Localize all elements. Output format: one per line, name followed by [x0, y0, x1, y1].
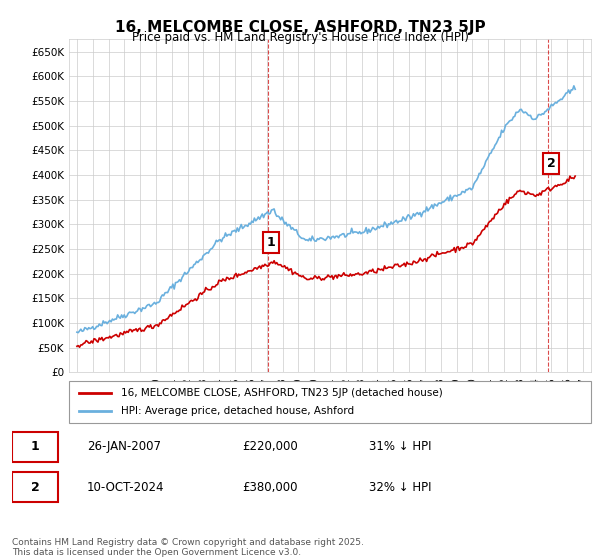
Text: 31% ↓ HPI: 31% ↓ HPI	[369, 440, 431, 453]
Text: HPI: Average price, detached house, Ashford: HPI: Average price, detached house, Ashf…	[121, 406, 355, 416]
Text: Price paid vs. HM Land Registry's House Price Index (HPI): Price paid vs. HM Land Registry's House …	[131, 31, 469, 44]
Text: 16, MELCOMBE CLOSE, ASHFORD, TN23 5JP (detached house): 16, MELCOMBE CLOSE, ASHFORD, TN23 5JP (d…	[121, 388, 443, 398]
FancyBboxPatch shape	[69, 381, 591, 423]
Text: 1: 1	[31, 440, 40, 453]
Text: 26-JAN-2007: 26-JAN-2007	[87, 440, 161, 453]
FancyBboxPatch shape	[12, 432, 58, 461]
Text: £220,000: £220,000	[242, 440, 298, 453]
Text: 32% ↓ HPI: 32% ↓ HPI	[369, 481, 431, 494]
Text: 16, MELCOMBE CLOSE, ASHFORD, TN23 5JP: 16, MELCOMBE CLOSE, ASHFORD, TN23 5JP	[115, 20, 485, 35]
Text: 1: 1	[266, 236, 275, 249]
FancyBboxPatch shape	[12, 472, 58, 502]
Text: 2: 2	[547, 157, 556, 170]
Text: Contains HM Land Registry data © Crown copyright and database right 2025.
This d: Contains HM Land Registry data © Crown c…	[12, 538, 364, 557]
Text: £380,000: £380,000	[242, 481, 298, 494]
Text: 2: 2	[31, 481, 40, 494]
Text: 10-OCT-2024: 10-OCT-2024	[87, 481, 164, 494]
